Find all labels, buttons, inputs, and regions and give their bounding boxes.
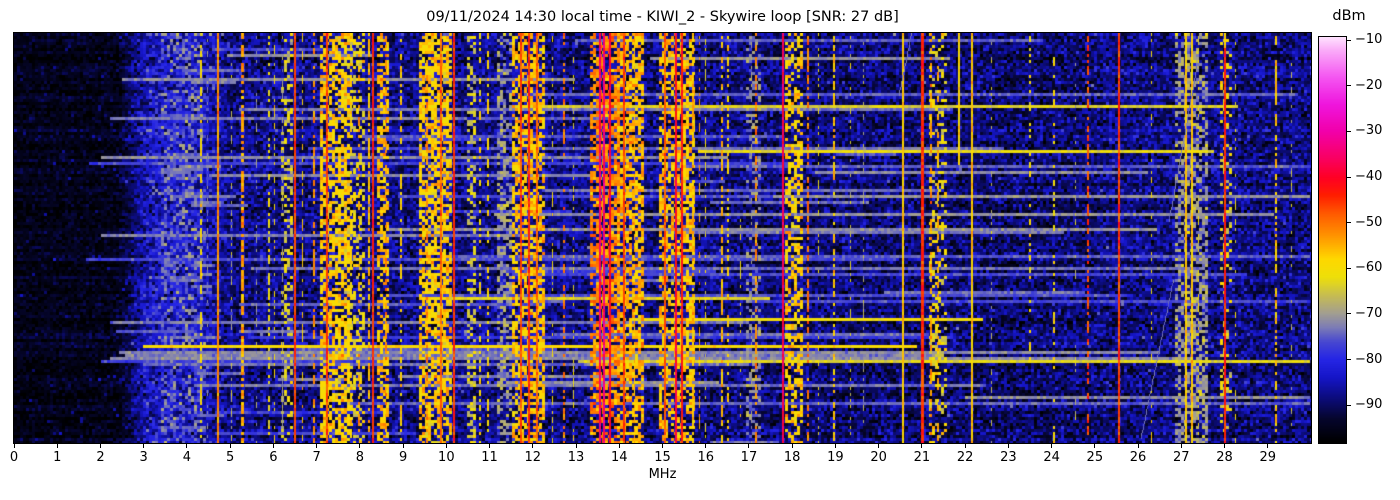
- x-tick-label: 4: [182, 450, 192, 465]
- colorbar-tick-mark: [1347, 85, 1351, 87]
- colorbar-tick-mark: [1347, 313, 1351, 315]
- colorbar-tick-mark: [1347, 222, 1351, 224]
- x-tick-label: 22: [956, 450, 974, 465]
- x-tick-mark: [834, 444, 836, 448]
- x-tick-mark: [921, 444, 923, 448]
- colorbar-tick-label: −10: [1355, 32, 1383, 48]
- colorbar-tick-label: −80: [1355, 351, 1383, 367]
- colorbar-tick-label: −20: [1355, 77, 1383, 93]
- x-tick-label: 2: [96, 450, 105, 465]
- x-tick-mark: [618, 444, 620, 448]
- x-tick-mark: [1051, 444, 1053, 448]
- x-tick-label: 18: [783, 450, 801, 465]
- colorbar-tick-label: −50: [1355, 214, 1383, 230]
- x-tick-label: 6: [269, 450, 278, 465]
- colorbar-label: dBm: [1332, 8, 1366, 24]
- x-tick-mark: [186, 444, 188, 448]
- x-tick-mark: [1224, 444, 1226, 448]
- x-tick-mark: [1007, 444, 1009, 448]
- x-tick-label: 15: [654, 450, 671, 465]
- x-tick-mark: [445, 444, 447, 448]
- x-tick-label: 24: [1043, 450, 1060, 465]
- x-tick-mark: [56, 444, 58, 448]
- x-tick-label: 19: [827, 450, 844, 465]
- x-tick-label: 3: [139, 450, 148, 465]
- x-tick-label: 26: [1129, 450, 1147, 465]
- x-tick-mark: [662, 444, 663, 448]
- x-tick-mark: [1267, 444, 1269, 448]
- colorbar-tick-mark: [1347, 404, 1351, 406]
- x-tick-label: 14: [610, 450, 628, 465]
- x-tick-mark: [705, 444, 707, 448]
- x-tick-mark: [229, 444, 231, 448]
- x-tick-mark: [489, 444, 491, 448]
- colorbar-tick-label: −30: [1355, 123, 1383, 139]
- x-tick-label: 13: [567, 450, 585, 465]
- x-tick-label: 1: [53, 450, 62, 465]
- x-tick-label: 25: [1086, 450, 1104, 465]
- x-tick-label: 28: [1216, 450, 1233, 465]
- x-tick-mark: [272, 444, 274, 448]
- x-tick-label: 21: [913, 450, 931, 465]
- x-tick-label: 5: [226, 450, 235, 465]
- x-tick-label: 23: [1000, 450, 1017, 465]
- x-tick-label: 7: [312, 450, 321, 465]
- colorbar-tick-mark: [1347, 176, 1351, 178]
- colorbar-tick-mark: [1347, 267, 1351, 269]
- x-tick-mark: [1180, 444, 1182, 448]
- x-tick-mark: [532, 444, 534, 448]
- x-tick-mark: [964, 444, 966, 448]
- chart-title: 09/11/2024 14:30 local time - KIWI_2 - S…: [426, 9, 899, 25]
- colorbar-tick-label: −70: [1355, 305, 1383, 321]
- x-tick-label: 11: [481, 450, 498, 465]
- x-tick-label: 29: [1259, 450, 1277, 465]
- colorbar-tick-mark: [1347, 39, 1351, 41]
- x-tick-label: 9: [398, 450, 408, 465]
- x-tick-mark: [748, 444, 750, 448]
- x-axis-label: MHz: [648, 467, 677, 482]
- x-tick-mark: [791, 444, 793, 448]
- x-tick-mark: [316, 444, 318, 448]
- colorbar-gradient: [1319, 37, 1346, 443]
- x-tick-mark: [99, 444, 101, 448]
- x-tick-label: 17: [740, 450, 758, 465]
- x-tick-mark: [575, 444, 577, 448]
- x-tick-mark: [143, 444, 145, 448]
- x-tick-label: 8: [355, 450, 364, 465]
- colorbar: [1318, 36, 1347, 444]
- colorbar-tick-mark: [1347, 130, 1351, 132]
- colorbar-axis: −10 −20 −30 −40 −50 −60 −70 −80 −90: [1347, 33, 1397, 443]
- waterfall-plot: [14, 33, 1311, 443]
- x-tick-label: 27: [1173, 450, 1190, 465]
- colorbar-tick-label: −90: [1355, 397, 1383, 413]
- x-tick-label: 12: [524, 450, 542, 465]
- x-tick-label: 20: [870, 450, 887, 465]
- colorbar-tick-label: −40: [1355, 169, 1383, 185]
- x-tick-mark: [359, 444, 361, 448]
- x-tick-label: 0: [9, 450, 19, 465]
- x-tick-mark: [1137, 444, 1139, 448]
- x-tick-label: 10: [438, 450, 455, 465]
- colorbar-tick-label: −60: [1355, 260, 1383, 276]
- waterfall-plot-area: [13, 32, 1312, 444]
- colorbar-tick-mark: [1347, 359, 1351, 361]
- x-tick-mark: [1094, 444, 1096, 448]
- x-tick-mark: [878, 444, 880, 448]
- x-tick-mark: [402, 444, 404, 448]
- x-tick-label: 16: [697, 450, 714, 465]
- x-axis: 0 1 2 3 4 5 6 7 8 9 10 11 12 13 14 15 16 17 18 19 20 21 22 23 24…: [10, 444, 1314, 478]
- x-tick-mark: [13, 444, 15, 448]
